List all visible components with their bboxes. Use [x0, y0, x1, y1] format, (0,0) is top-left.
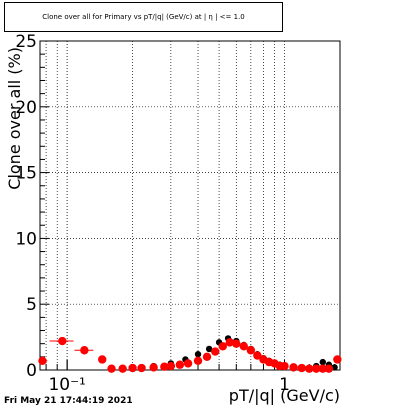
data-point-red	[318, 364, 327, 373]
footer-timestamp: Fri May 21 17:44:19 2021	[4, 396, 133, 406]
plot-frame	[39, 40, 341, 371]
data-point-red	[312, 364, 321, 373]
data-point-red	[58, 336, 67, 346]
data-point-red	[218, 342, 227, 351]
data-point-red	[137, 363, 146, 373]
data-point-red	[118, 364, 127, 373]
y-tick-label: 5	[26, 295, 37, 315]
data-point-black	[194, 351, 202, 358]
data-point-red	[211, 347, 220, 356]
data-point-red	[202, 352, 212, 362]
data-point-red	[239, 342, 249, 351]
data-point-red	[38, 356, 47, 365]
data-point-red	[160, 362, 169, 371]
y-axis-label: Clone over all (%)	[5, 47, 24, 190]
data-point-red	[333, 355, 342, 364]
y-tick-label: 25	[15, 32, 37, 52]
data-point-red	[183, 359, 193, 368]
data-point-red	[107, 364, 116, 373]
data-point-red	[246, 346, 256, 355]
data-point-red	[253, 351, 262, 360]
chart-title: Clone over all for Primary vs pT/|q| (Ge…	[42, 13, 245, 21]
chart-title-box: Clone over all for Primary vs pT/|q| (Ge…	[4, 2, 283, 32]
data-point-red	[324, 364, 334, 373]
data-point-red	[297, 363, 306, 373]
data-point-red	[175, 360, 185, 369]
data-point-black	[319, 358, 326, 366]
data-point-red	[98, 355, 107, 364]
x-tick-label: 10⁻¹	[48, 375, 85, 395]
data-point-red	[225, 338, 234, 347]
y-tick-label: 10	[15, 229, 37, 249]
data-point-red	[280, 361, 289, 371]
data-point-red	[289, 363, 298, 372]
data-point-red	[149, 363, 158, 372]
data-point-red	[232, 339, 241, 348]
x-tick-label: 1	[279, 375, 290, 395]
y-tick-label: 0	[26, 361, 37, 381]
y-tick-label: 15	[15, 164, 37, 184]
y-tick-label: 20	[15, 98, 37, 118]
data-point-red	[193, 356, 203, 365]
data-point-black	[205, 345, 213, 353]
data-point-red	[166, 361, 176, 371]
data-point-red	[128, 363, 137, 373]
data-point-red	[305, 364, 314, 373]
data-point-red	[80, 346, 89, 355]
x-axis-label: pT/|q| (GeV/c)	[229, 386, 340, 405]
